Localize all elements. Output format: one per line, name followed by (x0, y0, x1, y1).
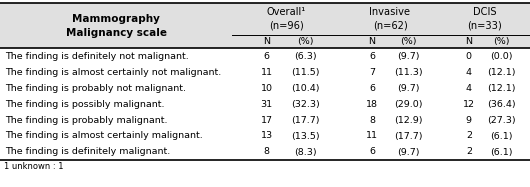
Text: (8.3): (8.3) (294, 148, 317, 157)
Text: (%): (%) (400, 37, 416, 46)
Text: 12: 12 (463, 99, 475, 108)
Text: (13.5): (13.5) (291, 131, 320, 140)
Text: 11: 11 (366, 131, 378, 140)
Text: 11: 11 (261, 68, 272, 76)
Text: N: N (465, 37, 472, 46)
Bar (0, 3, 530, 48)
Text: 2: 2 (466, 148, 472, 157)
Text: The finding is possibly malignant.: The finding is possibly malignant. (5, 99, 164, 108)
Text: (6.1): (6.1) (490, 148, 513, 157)
Text: (32.3): (32.3) (291, 99, 320, 108)
Text: 0: 0 (466, 51, 472, 61)
Text: (36.4): (36.4) (487, 99, 516, 108)
Text: (11.3): (11.3) (394, 68, 422, 76)
Text: (12.9): (12.9) (394, 116, 422, 125)
Text: (17.7): (17.7) (394, 131, 422, 140)
Text: 10: 10 (261, 84, 272, 93)
Text: 8: 8 (369, 116, 375, 125)
Text: (17.7): (17.7) (291, 116, 320, 125)
Text: (6.3): (6.3) (294, 51, 317, 61)
Text: 1 unknown : 1: 1 unknown : 1 (4, 162, 64, 171)
Text: 13: 13 (261, 131, 272, 140)
Text: N: N (263, 37, 270, 46)
Text: DCIS
(n=33): DCIS (n=33) (467, 7, 502, 31)
Text: 9: 9 (466, 116, 472, 125)
Text: (10.4): (10.4) (291, 84, 320, 93)
Text: 8: 8 (263, 148, 270, 157)
Text: 4: 4 (466, 68, 472, 76)
Text: The finding is probably malignant.: The finding is probably malignant. (5, 116, 167, 125)
Text: (9.7): (9.7) (397, 51, 419, 61)
Text: (6.1): (6.1) (490, 131, 513, 140)
Text: The finding is probably not malignant.: The finding is probably not malignant. (5, 84, 186, 93)
Text: (%): (%) (297, 37, 314, 46)
Text: 6: 6 (369, 51, 375, 61)
Text: Overall¹
(n=96): Overall¹ (n=96) (267, 7, 306, 31)
Text: The finding is definitely not malignant.: The finding is definitely not malignant. (5, 51, 189, 61)
Text: (9.7): (9.7) (397, 148, 419, 157)
Text: (12.1): (12.1) (487, 68, 516, 76)
Text: 4: 4 (466, 84, 472, 93)
Text: 6: 6 (369, 148, 375, 157)
Text: 18: 18 (366, 99, 378, 108)
Text: Mammography
Malignancy scale: Mammography Malignancy scale (66, 13, 166, 38)
Text: (9.7): (9.7) (397, 84, 419, 93)
Text: 17: 17 (261, 116, 272, 125)
Text: 7: 7 (369, 68, 375, 76)
Text: 6: 6 (369, 84, 375, 93)
Text: (0.0): (0.0) (490, 51, 513, 61)
Text: (27.3): (27.3) (487, 116, 516, 125)
Text: 6: 6 (263, 51, 270, 61)
Text: 2: 2 (466, 131, 472, 140)
Text: The finding is definitely malignant.: The finding is definitely malignant. (5, 148, 170, 157)
Text: N: N (368, 37, 375, 46)
Text: (29.0): (29.0) (394, 99, 422, 108)
Text: 31: 31 (261, 99, 272, 108)
Text: (%): (%) (493, 37, 509, 46)
Text: The finding is almost certainly malignant.: The finding is almost certainly malignan… (5, 131, 203, 140)
Text: The finding is almost certainly not malignant.: The finding is almost certainly not mali… (5, 68, 221, 76)
Text: (12.1): (12.1) (487, 84, 516, 93)
Text: Invasive
(n=62): Invasive (n=62) (369, 7, 411, 31)
Text: (11.5): (11.5) (291, 68, 320, 76)
